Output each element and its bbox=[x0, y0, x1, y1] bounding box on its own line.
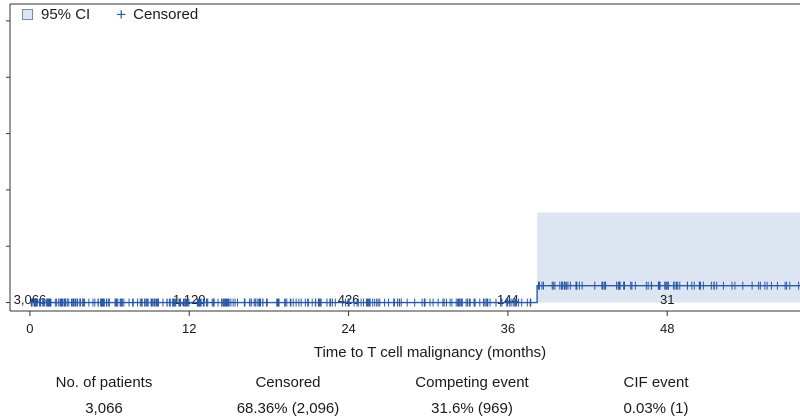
summary-value-patients: 3,066 bbox=[85, 400, 123, 417]
ci-swatch-icon bbox=[22, 9, 33, 20]
summary-value-censored: 68.36% (2,096) bbox=[236, 400, 340, 417]
at-risk-label-4: 31 bbox=[660, 292, 674, 307]
summary-header-patients: No. of patients bbox=[55, 374, 153, 391]
summary-value-cif: 0.03% (1) bbox=[623, 400, 689, 417]
legend-censored-label: Censored bbox=[133, 6, 199, 23]
x-tick-label-0: 0 bbox=[26, 321, 33, 336]
legend: 95% CI + Censored bbox=[22, 6, 198, 23]
x-tick-label-48: 48 bbox=[660, 321, 674, 336]
legend-ci-label: 95% CI bbox=[41, 6, 91, 23]
censored-plus-icon: + bbox=[116, 5, 127, 24]
summary-value-competing: 31.6% (969) bbox=[431, 400, 513, 417]
summary-header-cif: CIF event bbox=[623, 374, 689, 391]
summary-header-competing: Competing event bbox=[415, 374, 529, 391]
x-axis-label: Time to T cell malignancy (months) bbox=[313, 344, 547, 361]
summary-header-censored: Censored bbox=[255, 374, 321, 391]
x-tick-label-12: 12 bbox=[182, 321, 196, 336]
x-tick-label-36: 36 bbox=[501, 321, 515, 336]
x-tick-label-24: 24 bbox=[341, 321, 355, 336]
at-risk-label-0: 3,066 bbox=[14, 292, 47, 307]
